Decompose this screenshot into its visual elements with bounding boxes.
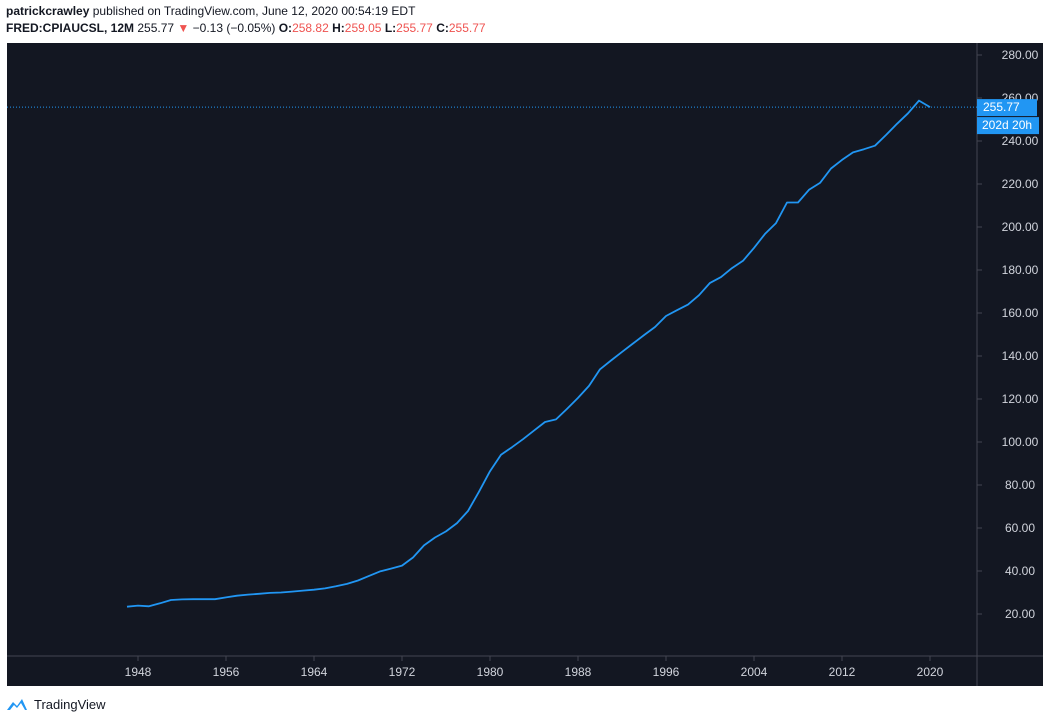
x-tick-label: 1980 <box>477 665 504 679</box>
cpi-series-line <box>126 99 931 608</box>
y-tick-label: 160.00 <box>1002 306 1039 320</box>
y-tick-label: 220.00 <box>1002 177 1039 191</box>
time-axis[interactable]: 1948 1956 1964 1972 1980 1988 1996 2004 2012 2020 <box>125 656 944 679</box>
y-tick-label: 60.00 <box>1005 521 1035 535</box>
last-price-badge: 255.77 <box>977 99 1037 117</box>
close-label: C: <box>436 21 449 35</box>
countdown-badge: 202d 20h <box>977 117 1039 135</box>
price-axis[interactable]: 20.00 40.00 60.00 80.00 100.00 120.00 140.00 16… <box>977 48 1039 621</box>
x-tick-label: 2004 <box>741 665 768 679</box>
tradingview-logo-icon <box>7 699 27 710</box>
last-price-badge-bg <box>977 99 1037 117</box>
low-label: L: <box>384 21 397 35</box>
low-value: 255.77 <box>396 21 433 35</box>
y-tick-label: 20.00 <box>1005 607 1035 621</box>
countdown-badge-bg <box>977 117 1039 135</box>
last-price-badge-label: 255.77 <box>983 100 1020 114</box>
author-name[interactable]: patrickcrawley <box>6 4 90 18</box>
symbol-info: FRED:CPIAUCSL, 12M 255.77 ▼ −0.13 (−0.05… <box>6 21 486 35</box>
footer-brand-text: TradingView <box>34 696 106 712</box>
x-tick-label: 1956 <box>213 665 240 679</box>
symbol-name: FRED:CPIAUCSL, 12M <box>6 21 135 35</box>
x-tick-label: 1972 <box>389 665 416 679</box>
high-label: H: <box>332 21 345 35</box>
x-tick-label: 1988 <box>565 665 592 679</box>
chart-background <box>7 43 1043 686</box>
x-tick-label: 1948 <box>125 665 152 679</box>
down-triangle-icon: ▼ <box>177 21 190 35</box>
x-tick-label: 1996 <box>653 665 680 679</box>
y-tick-label: 40.00 <box>1005 564 1035 578</box>
y-tick-label: 240.00 <box>1002 134 1039 148</box>
last-price: 255.77 <box>137 21 175 35</box>
footer-branding[interactable]: TradingView <box>6 694 106 714</box>
open-label: O: <box>278 21 293 35</box>
x-tick-label: 2020 <box>917 665 944 679</box>
publish-info: patrickcrawley published on TradingView.… <box>6 4 415 18</box>
y-tick-label: 180.00 <box>1002 263 1039 277</box>
x-tick-label: 2012 <box>829 665 856 679</box>
high-value: 259.05 <box>344 21 382 35</box>
countdown-badge-label: 202d 20h <box>982 118 1032 132</box>
y-tick-label: 80.00 <box>1005 478 1035 492</box>
open-value: 258.82 <box>292 21 329 35</box>
y-tick-label: 200.00 <box>1002 220 1039 234</box>
price-change: −0.13 (−0.05%) <box>192 21 276 35</box>
close-value: 255.77 <box>448 21 486 35</box>
x-tick-label: 1964 <box>301 665 328 679</box>
y-tick-label: 100.00 <box>1002 435 1039 449</box>
y-tick-label: 120.00 <box>1002 392 1039 406</box>
y-tick-label: 140.00 <box>1002 349 1039 363</box>
y-tick-label: 280.00 <box>1002 48 1039 62</box>
published-text: published on TradingView.com, June 12, 2… <box>92 4 416 18</box>
